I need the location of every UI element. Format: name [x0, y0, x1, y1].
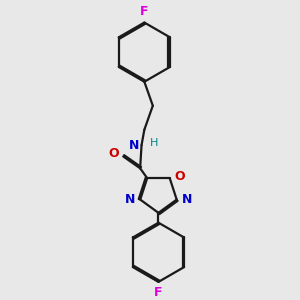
- Text: F: F: [140, 5, 148, 18]
- Text: H: H: [149, 138, 158, 148]
- Text: N: N: [129, 139, 139, 152]
- Text: N: N: [125, 193, 135, 206]
- Text: O: O: [175, 170, 185, 183]
- Text: N: N: [182, 193, 192, 206]
- Text: F: F: [154, 286, 163, 299]
- Text: O: O: [108, 147, 119, 160]
